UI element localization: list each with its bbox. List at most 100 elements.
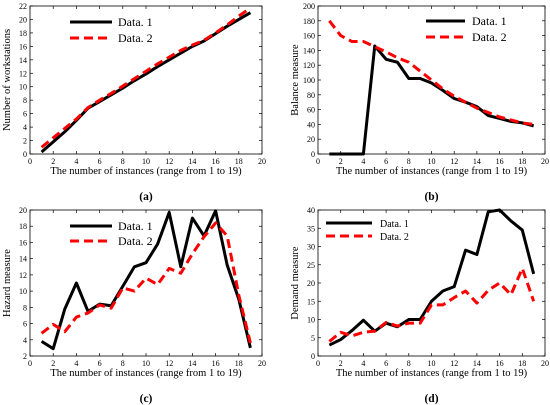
y-tick-label: 40 <box>307 206 315 215</box>
y-tick-label: 6 <box>23 110 27 119</box>
y-tick-label: 0 <box>23 150 27 159</box>
y-tick-label: 40 <box>307 120 315 129</box>
y-tick-label: 120 <box>303 61 315 70</box>
x-tick-label: 8 <box>121 359 125 368</box>
y-tick-label: 6 <box>23 320 27 329</box>
x-tick-label: 20 <box>541 157 549 166</box>
x-tick-label: 2 <box>51 359 55 368</box>
series-line-2 <box>328 19 534 126</box>
x-axis-label: The number of instances (range from 1 to… <box>50 166 242 177</box>
y-axis-label: Hazard measure <box>2 249 13 317</box>
panel-label: (c) <box>140 393 153 405</box>
x-tick-label: 4 <box>74 359 78 368</box>
y-tick-label: 30 <box>307 243 315 252</box>
y-tick-label: 80 <box>307 91 315 100</box>
y-tick-label: 18 <box>19 222 27 231</box>
y-tick-label: 10 <box>19 83 27 92</box>
x-tick-label: 0 <box>28 157 32 166</box>
x-tick-label: 8 <box>407 157 411 166</box>
y-tick-label: 16 <box>19 238 27 247</box>
x-tick-label: 2 <box>339 157 343 166</box>
x-axis-label: The number of instances (range from 1 to… <box>50 368 242 379</box>
y-axis-label: Balance measure <box>290 44 301 116</box>
series-line-1 <box>40 209 252 351</box>
x-tick-label: 16 <box>496 359 504 368</box>
y-tick-label: 20 <box>307 135 315 144</box>
plot-frame <box>317 5 546 155</box>
y-tick-label: 2 <box>23 352 27 361</box>
y-tick-label: 2 <box>23 137 27 146</box>
x-tick-label: 2 <box>51 157 55 166</box>
y-tick-label: 25 <box>307 261 315 270</box>
y-tick-label: 8 <box>23 303 27 312</box>
y-tick-label: 16 <box>19 42 27 51</box>
x-tick-label: 6 <box>98 157 102 166</box>
y-tick-label: 60 <box>307 106 315 115</box>
x-tick-label: 20 <box>258 359 266 368</box>
x-tick-label: 16 <box>212 359 220 368</box>
panel-label: (d) <box>424 393 438 405</box>
y-tick-label: 22 <box>19 2 27 11</box>
series-line-2 <box>40 6 252 149</box>
y-tick-label: 160 <box>303 32 315 41</box>
x-tick-label: 10 <box>428 157 436 166</box>
y-axis-label: Number of workstations <box>2 29 13 131</box>
y-axis-label: Demand measure <box>290 246 301 320</box>
y-tick-label: 140 <box>303 46 315 55</box>
chart-panel-1: 0 2 4 6 8 10 12 14 16 18 20 0 2 4 6 8 10 12 14 16 18 20 22 The … <box>2 2 266 203</box>
y-tick-label: 20 <box>19 206 27 215</box>
series-line-1 <box>329 44 535 156</box>
y-tick-label: 20 <box>19 15 27 24</box>
y-tick-label: 14 <box>19 255 27 264</box>
y-tick-label: 18 <box>19 29 27 38</box>
legend-label-2: Data. 2 <box>472 30 507 44</box>
plot-frame <box>317 209 546 357</box>
legend-label-2: Data. 2 <box>118 234 153 248</box>
x-tick-label: 10 <box>428 359 436 368</box>
y-tick-label: 12 <box>19 271 27 280</box>
y-tick-label: 8 <box>23 96 27 105</box>
x-tick-label: 0 <box>316 157 320 166</box>
x-tick-label: 4 <box>361 157 365 166</box>
y-tick-label: 12 <box>19 69 27 78</box>
series-line-2 <box>328 266 536 343</box>
legend-label-1: Data. 1 <box>380 219 409 230</box>
y-tick-label: 0 <box>311 352 315 361</box>
x-tick-label: 0 <box>28 359 32 368</box>
x-tick-label: 14 <box>473 157 481 166</box>
x-tick-label: 18 <box>235 359 243 368</box>
y-tick-label: 180 <box>303 17 315 26</box>
x-tick-label: 14 <box>188 359 196 368</box>
legend-label-1: Data. 1 <box>472 14 507 28</box>
x-tick-label: 18 <box>518 157 526 166</box>
x-tick-label: 8 <box>407 359 411 368</box>
x-tick-label: 2 <box>339 359 343 368</box>
x-tick-label: 20 <box>258 157 266 166</box>
x-tick-label: 14 <box>188 157 196 166</box>
x-tick-label: 10 <box>142 157 150 166</box>
x-tick-label: 12 <box>165 157 173 166</box>
y-tick-label: 4 <box>23 336 27 345</box>
y-tick-label: 0 <box>311 150 315 159</box>
y-tick-label: 10 <box>307 316 315 325</box>
chart-panel-4: 0 2 4 6 8 10 12 14 16 18 20 0 5 10 15 20 25 30 35 40 The num… <box>290 206 549 405</box>
y-tick-label: 14 <box>19 56 27 65</box>
legend-label-1: Data. 1 <box>118 15 153 29</box>
x-tick-label: 4 <box>74 157 78 166</box>
y-tick-label: 20 <box>307 279 315 288</box>
x-tick-label: 0 <box>316 359 320 368</box>
x-tick-label: 12 <box>165 359 173 368</box>
panel-label: (b) <box>424 191 438 203</box>
x-tick-label: 18 <box>235 157 243 166</box>
x-tick-label: 10 <box>142 359 150 368</box>
series-line-1 <box>328 208 536 347</box>
x-axis-label: The number of instances (range from 1 to… <box>336 166 528 177</box>
x-tick-label: 12 <box>450 157 458 166</box>
legend-label-2: Data. 2 <box>118 31 153 45</box>
x-axis-label: The number of instances (range from 1 to… <box>336 368 528 379</box>
series-line-2 <box>40 221 252 344</box>
y-tick-label: 5 <box>311 334 315 343</box>
y-tick-label: 10 <box>19 287 27 296</box>
x-tick-label: 4 <box>361 359 365 368</box>
